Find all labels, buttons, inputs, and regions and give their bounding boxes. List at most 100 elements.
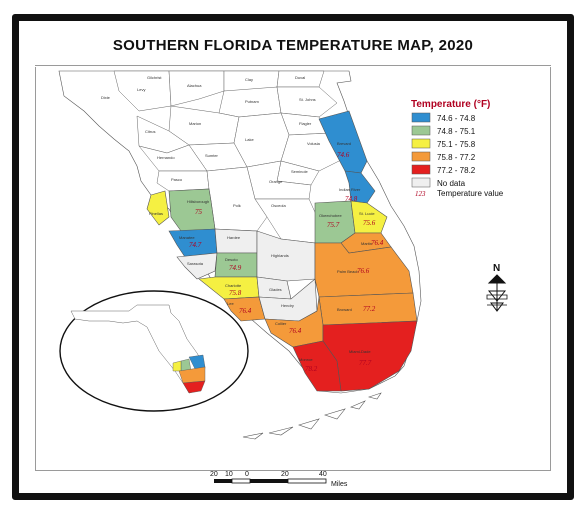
inset-map xyxy=(59,290,249,412)
county-name-label: Citrus xyxy=(145,129,155,134)
county-name-label: St. Lucie xyxy=(359,211,375,216)
scale-tick-label: 10 xyxy=(225,471,233,478)
county-name-label: Hernando xyxy=(157,155,175,160)
temperature-value-label: 77.2 xyxy=(363,305,376,313)
north-counties xyxy=(113,70,350,244)
map-panel xyxy=(35,67,551,471)
legend-items: 74.6 - 74.8 74.8 - 75.1 75.1 - 75.8 75.8 - … xyxy=(411,112,476,188)
county-name-label: Indian River xyxy=(339,187,361,192)
county-name-label: Volusia xyxy=(307,141,321,146)
county-name-label: Okeechobee xyxy=(319,213,342,218)
legend-swatch xyxy=(411,138,431,149)
county-name-label: Manatee xyxy=(179,235,195,240)
scale-tick-label: 20 xyxy=(281,471,289,478)
county-name-label: Gilchrist xyxy=(147,75,162,80)
legend-value-symbol: 123 xyxy=(415,190,426,198)
map-frame: SOUTHERN FLORIDA TEMPERATURE MAP, 2020 xyxy=(12,14,574,500)
temperature-value-label: 74.7 xyxy=(189,241,202,249)
county-pasco xyxy=(156,170,210,192)
temperature-value-label: 76.4 xyxy=(289,327,302,335)
county-name-label: Clay xyxy=(245,77,253,82)
legend-label: 75.1 - 75.8 xyxy=(437,140,476,149)
temperature-value-label: 76.6 xyxy=(357,267,370,275)
county-pinellas xyxy=(146,190,170,226)
temperature-value-label: 76.4 xyxy=(239,307,252,315)
county-alachua xyxy=(168,70,225,107)
county-lee xyxy=(223,296,266,322)
county-name-label: Flagler xyxy=(299,121,312,126)
map-canvas: Hillsborough Pinellas Manatee Sarasota Harde… xyxy=(58,70,508,488)
county-name-label: Sarasota xyxy=(187,261,204,266)
county-name-label: Pinellas xyxy=(149,211,163,216)
county-name-label: Pasco xyxy=(171,177,183,182)
temperature-value-label: 75.6 xyxy=(363,219,376,227)
county-name-label: Hardee xyxy=(227,235,241,240)
legend-label: 74.8 - 75.1 xyxy=(437,127,476,136)
county-sarasota xyxy=(176,252,218,280)
county-hillsborough xyxy=(168,188,216,232)
county-name-label: Levy xyxy=(137,87,145,92)
legend-label: 74.6 - 74.8 xyxy=(437,114,476,123)
county-name-label: Osceola xyxy=(271,203,286,208)
legend-swatch xyxy=(411,112,431,123)
county-palmbeach xyxy=(314,242,414,298)
county-name-label: Lake xyxy=(245,137,254,142)
scale-unit: Miles xyxy=(331,481,348,488)
legend-swatch xyxy=(411,151,431,162)
county-name-label: Alachua xyxy=(187,83,202,88)
county-name-label: St. Johns xyxy=(299,97,316,102)
legend-swatch xyxy=(411,125,431,136)
temperature-value-label: 76.4 xyxy=(371,239,384,247)
county-name-label: Desoto xyxy=(225,257,238,262)
county-hernando xyxy=(138,144,208,172)
legend-swatch xyxy=(411,177,431,188)
county-stlucie xyxy=(350,200,388,234)
legend-value-label: Temperature value xyxy=(437,189,504,198)
county-name-label: Miami-Dade xyxy=(349,349,371,354)
county-name-label: Hendry xyxy=(281,303,294,308)
county-name-label: Marion xyxy=(189,121,201,126)
county-name-label: Martin xyxy=(361,241,372,246)
north-arrow-icon: N xyxy=(486,263,508,312)
county-name-label: Charlotte xyxy=(225,283,242,288)
county-name-label: Broward xyxy=(337,307,352,312)
temperature-value-label: 74.8 xyxy=(345,195,358,203)
county-name-label: Sumter xyxy=(205,153,219,158)
county-name-label: Polk xyxy=(233,203,241,208)
scale-bar-ticks: 20 10 0 20 40 xyxy=(210,471,327,478)
scale-tick-label: 40 xyxy=(319,471,327,478)
temperature-value-label: 74.9 xyxy=(229,264,242,272)
legend-title: Temperature (°F) xyxy=(411,99,490,110)
county-name-label: Collier xyxy=(275,321,287,326)
florida-keys xyxy=(242,392,382,440)
county-name-label: Lee xyxy=(227,301,234,306)
county-levy xyxy=(113,70,172,112)
county-name-label: Putnam xyxy=(245,99,259,104)
temperature-value-label: 78.2 xyxy=(305,365,318,373)
temperature-value-label: 75 xyxy=(195,208,203,216)
temperature-value-label: 74.6 xyxy=(337,151,350,159)
county-name-label: Highlands xyxy=(271,253,289,258)
title-divider xyxy=(35,65,551,66)
temperature-value-label: 75.8 xyxy=(229,289,242,297)
county-monroe xyxy=(292,340,342,392)
county-name-label: Dixie xyxy=(101,95,111,100)
legend-label: No data xyxy=(437,179,466,188)
scale-tick-label: 20 xyxy=(210,471,218,478)
county-name-label: Glades xyxy=(269,287,282,292)
county-name-label: Orange xyxy=(269,179,283,184)
county-name-label: Brevard xyxy=(337,141,351,146)
county-labels: Hillsborough Pinellas Manatee Sarasota Harde… xyxy=(101,75,375,362)
scale-tick-label: 0 xyxy=(245,471,249,478)
temperature-values: 75 74.7 74.9 75.8 76.4 76.4 75.7 75.6 76.4 76.6 77… xyxy=(189,151,384,373)
legend: Temperature (°F) 74.6 - 74.874.8 - 75.17… xyxy=(411,99,504,198)
legend-label: 77.2 - 78.2 xyxy=(437,166,476,175)
county-hardee xyxy=(214,228,258,254)
county-name-label: Monroe xyxy=(299,357,313,362)
north-label: N xyxy=(493,263,500,274)
county-stjohns xyxy=(276,86,338,118)
county-name-label: Seminole xyxy=(291,169,308,174)
county-name-label: Hillsborough xyxy=(187,199,209,204)
legend-label: 75.8 - 77.2 xyxy=(437,153,476,162)
temperature-value-label: 75.7 xyxy=(327,221,340,229)
